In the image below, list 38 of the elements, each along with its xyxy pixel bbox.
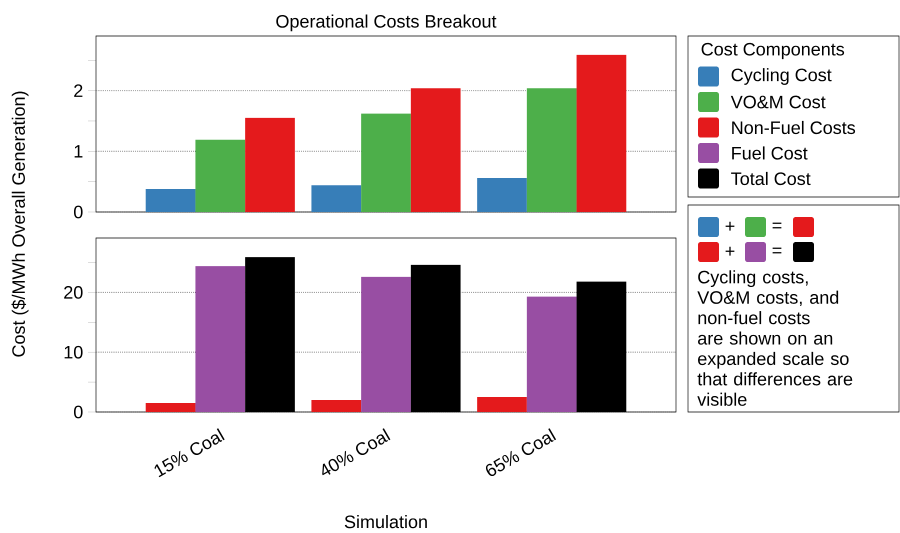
y-tick-label: 2 xyxy=(74,84,82,97)
bar xyxy=(361,276,411,412)
bar xyxy=(146,403,196,412)
y-tick-label: 20 xyxy=(64,286,83,299)
bar xyxy=(311,400,362,412)
legend-label: Total Cost xyxy=(731,172,811,186)
text: Cycling costs, VO&M costs, and non-fuel costs are shown on an expanded scale so that differences are visible xyxy=(697,270,852,406)
x-axis-title: Simulation xyxy=(344,515,427,528)
text: + xyxy=(726,222,734,231)
legend-label: VO&M Cost xyxy=(730,96,826,108)
bar xyxy=(146,188,196,212)
chart-title: Operational Costs Breakout xyxy=(276,14,496,32)
legend-title: Cost Components xyxy=(702,42,844,60)
y-tick-label: 10 xyxy=(64,346,83,359)
y-axis-title: Cost ($/MWh Overall Generation) xyxy=(11,92,29,357)
text: = xyxy=(772,248,782,254)
bar xyxy=(477,397,527,412)
y-tick-label: 0 xyxy=(74,206,83,218)
bar xyxy=(526,296,577,412)
bar xyxy=(576,54,626,212)
text: + xyxy=(726,246,734,256)
bar xyxy=(311,185,362,212)
bar xyxy=(195,140,246,212)
x-tick-label: 40% Coal xyxy=(322,428,390,476)
text: = xyxy=(772,222,782,228)
y-tick-label: 0 xyxy=(74,406,83,418)
bar xyxy=(195,266,246,412)
x-tick-label: 15% Coal xyxy=(154,428,225,478)
y-tick-label: 1 xyxy=(74,145,82,158)
legend-label: Fuel Cost xyxy=(732,146,808,160)
legend-label: Non-Fuel Costs xyxy=(732,120,856,134)
bar xyxy=(361,114,411,212)
legend-label: Cycling Cost xyxy=(732,68,832,85)
bar xyxy=(526,88,577,212)
bar xyxy=(245,118,295,212)
bar xyxy=(410,88,461,212)
bar xyxy=(477,178,527,212)
x-tick-label: 65% Coal xyxy=(486,428,556,476)
